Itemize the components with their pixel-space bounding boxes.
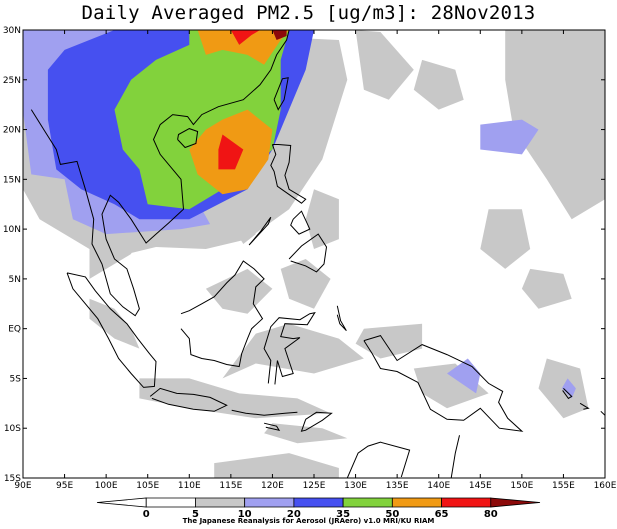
coastlines	[30, 30, 605, 478]
coastline	[300, 411, 333, 432]
coastline	[336, 305, 347, 332]
haze-patch	[222, 323, 364, 379]
colorbar-label: 35	[336, 509, 350, 520]
lat-tick-label: 10N	[3, 225, 21, 235]
lat-tick-label: 30N	[3, 26, 21, 36]
lon-tick-label: 155E	[552, 481, 575, 491]
coastline	[600, 410, 605, 416]
haze-patch	[355, 30, 414, 100]
coastline	[66, 272, 157, 388]
lon-tick-label: 130E	[344, 481, 367, 491]
colorbar-swatch	[195, 497, 246, 508]
coastline	[263, 422, 281, 431]
contour-65-80	[230, 30, 260, 45]
contour-10-20	[480, 119, 539, 155]
haze-patch	[521, 268, 572, 309]
coastline	[177, 128, 199, 149]
haze-patch	[413, 59, 464, 110]
haze-patch	[214, 453, 339, 478]
colorbar-swatch	[441, 497, 492, 508]
map-title: Daily Averaged PM2.5 [ug/m3]: 28Nov2013	[81, 2, 536, 24]
lon-tick-label: 120E	[261, 481, 284, 491]
coastline	[270, 144, 307, 204]
credit-line: The Japanese Reanalysis for Aerosol (JRA…	[182, 517, 435, 525]
lat-tick-label: 25N	[3, 76, 21, 86]
axes: 90E 95E 100E 105E 110E 115E 120E 125E 130E 135E 14…	[3, 26, 617, 491]
colorbar-swatch	[490, 497, 541, 508]
coastline	[288, 233, 328, 273]
haze-patch	[264, 423, 348, 444]
lon-tick-label: 140E	[427, 481, 450, 491]
coastline	[579, 402, 590, 410]
lon-tick-label: 100E	[95, 481, 118, 491]
coastline	[363, 335, 524, 432]
lon-tick-label: 150E	[510, 481, 533, 491]
contour-65-80	[218, 134, 244, 170]
colorbar-label: 80	[484, 509, 498, 520]
colorbar-swatch	[293, 497, 344, 508]
colorbar-swatch	[145, 497, 196, 508]
haze-patch	[413, 363, 489, 409]
haze-patch	[480, 209, 531, 269]
coastline	[450, 435, 460, 478]
lon-tick-label: 90E	[14, 481, 31, 491]
colorbar-swatch	[96, 497, 147, 508]
lat-tick-label: 15N	[3, 175, 21, 185]
lon-tick-label: 115E	[219, 481, 242, 491]
coastline	[180, 260, 265, 368]
colorbar-label: 5	[192, 509, 199, 520]
coastline	[149, 387, 228, 412]
haze-patch	[89, 298, 140, 349]
lon-tick-label: 145E	[469, 481, 492, 491]
lon-tick-label: 160E	[594, 481, 617, 491]
lat-tick-label: EQ	[8, 325, 21, 335]
colorbar-swatch	[391, 497, 442, 508]
lat-tick-label: 20N	[3, 126, 21, 136]
lon-tick-label: 125E	[303, 481, 326, 491]
contour-50-65	[197, 30, 290, 65]
haze-patch	[139, 378, 331, 419]
colorbar-swatch	[342, 497, 393, 508]
colorbar-label: 10	[238, 509, 252, 520]
coastline	[263, 311, 316, 385]
colorbar: 0 5 10 20 35 50 65 80	[96, 497, 541, 520]
haze-patch	[205, 268, 273, 314]
lat-tick-label: 15S	[4, 474, 21, 484]
haze-patch	[305, 189, 339, 249]
coastline	[290, 210, 311, 235]
lon-tick-label: 110E	[178, 481, 201, 491]
colorbar-label: 50	[385, 509, 399, 520]
contour-10-20	[561, 378, 576, 399]
colorbar-swatch	[244, 497, 295, 508]
coastline	[248, 216, 272, 246]
colorbar-label: 20	[287, 509, 301, 520]
lat-tick-label: 10S	[4, 424, 21, 434]
lat-tick-label: 5N	[9, 275, 21, 285]
coastline	[562, 388, 573, 400]
pollution-contours	[23, 30, 605, 478]
contour-80+	[272, 30, 287, 40]
haze-patch	[280, 259, 331, 309]
contour-10-20	[447, 358, 481, 394]
coastline	[346, 441, 411, 478]
coastline	[231, 409, 298, 416]
lon-tick-label: 135E	[386, 481, 409, 491]
haze-patch	[505, 30, 605, 220]
coastline	[30, 30, 290, 317]
coastline	[273, 77, 289, 111]
colorbar-label: 65	[435, 509, 449, 520]
haze-patch	[355, 323, 423, 359]
lat-tick-label: 5S	[10, 374, 22, 384]
colorbar-label: 0	[143, 509, 150, 520]
haze-patch	[230, 189, 256, 244]
lon-tick-label: 105E	[136, 481, 159, 491]
lon-tick-label: 95E	[56, 481, 73, 491]
